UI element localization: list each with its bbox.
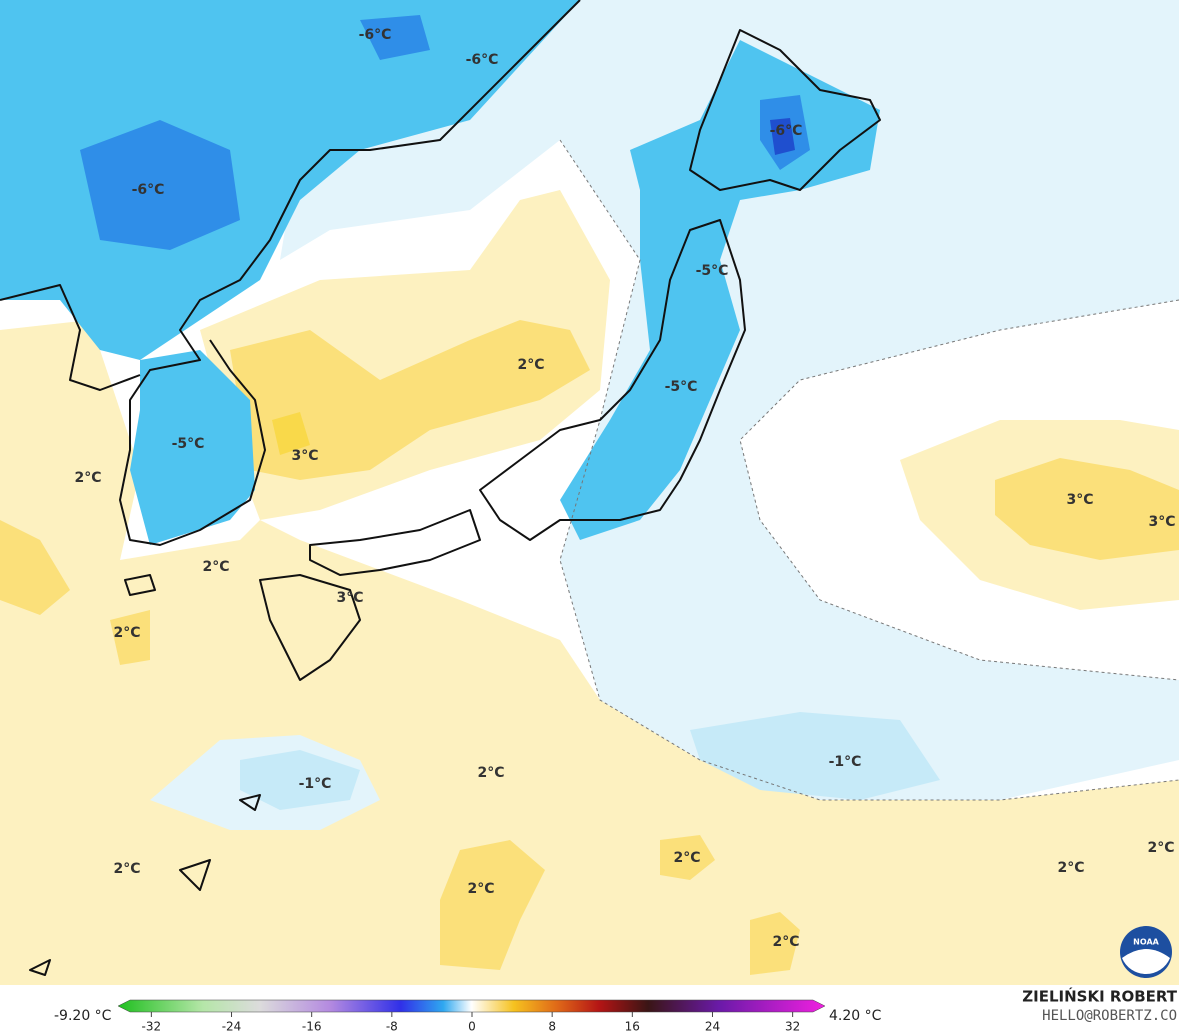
colorbar-tick-label: 32: [785, 1020, 800, 1034]
temperature-label: 2°C: [772, 934, 799, 950]
temperature-label: -6°C: [770, 123, 803, 139]
warm-area: [750, 912, 800, 975]
temperature-label: 2°C: [467, 881, 494, 897]
temperature-label: 2°C: [1147, 840, 1174, 856]
temperature-label: 3°C: [1148, 514, 1175, 530]
cold-core: [360, 15, 430, 60]
anomaly-fields: [0, 0, 1179, 985]
temperature-label: -5°C: [665, 379, 698, 395]
warm-area: [230, 320, 590, 480]
temperature-label: -1°C: [299, 776, 332, 792]
coastline: [124, 574, 156, 596]
coastline: [309, 509, 481, 576]
colorbar-min: -9.20 °C: [54, 1008, 112, 1024]
colorbar-tick-label: 16: [625, 1020, 640, 1034]
temperature-label: -1°C: [829, 754, 862, 770]
temperature-label: -6°C: [466, 52, 499, 68]
coastline: [119, 0, 581, 546]
colorbar-ticks: -32 -24 -16 -8 0 8 16 24 32: [142, 1012, 800, 1034]
cold-core: [770, 118, 795, 155]
coastline: [29, 794, 261, 976]
temperature-label: 2°C: [74, 470, 101, 486]
temperature-label: 2°C: [202, 559, 229, 575]
temperature-label: 2°C: [1057, 860, 1084, 876]
author: ZIELIŃSKI ROBERT: [1022, 987, 1177, 1006]
coastline: [0, 284, 141, 391]
temperature-label: -5°C: [696, 263, 729, 279]
cold-area: [560, 40, 880, 540]
cool-area: [280, 0, 1179, 800]
temperature-label: 2°C: [113, 861, 140, 877]
temperature-label: -6°C: [359, 27, 392, 43]
temperature-label: 3°C: [291, 448, 318, 464]
coastlines: [0, 0, 881, 976]
warm-area: [110, 610, 150, 665]
temperature-label: 3°C: [1066, 492, 1093, 508]
colorbar-tick-label: -32: [142, 1020, 162, 1034]
temperature-label: 2°C: [673, 850, 700, 866]
email: HELLO@ROBERTZ.CO: [1042, 1008, 1177, 1024]
coastline: [479, 219, 746, 541]
temperature-label: 2°C: [113, 625, 140, 641]
warm-core: [272, 412, 310, 455]
zero-contour: [559, 139, 1179, 801]
cool-area: [240, 750, 360, 810]
colorbar-tick-label: 24: [705, 1020, 720, 1034]
logo-text: NOAA: [1133, 938, 1159, 947]
warm-area: [440, 840, 545, 970]
temperature-label: 2°C: [477, 765, 504, 781]
warm-area: [995, 458, 1179, 560]
contours: [559, 139, 1179, 801]
colorbar-tick-label: -16: [302, 1020, 322, 1034]
coastline: [259, 574, 361, 681]
temperature-label: -5°C: [172, 436, 205, 452]
map-labels: -6°C -6°C -6°C -6°C -5°C 2°C -5°C -5°C 3°C 2°C 3°C…: [74, 27, 1175, 950]
colorbar-max: 4.20 °C: [829, 1008, 882, 1024]
temperature-label: -6°C: [132, 182, 165, 198]
colorbar: [117, 999, 826, 1013]
temperature-label: 3°C: [336, 590, 363, 606]
colorbar-tick-label: -8: [386, 1020, 398, 1034]
cold-core: [80, 120, 240, 250]
warm-area: [0, 520, 70, 615]
cool-area: [690, 712, 940, 800]
logo-wave: [1122, 949, 1170, 975]
coastline: [689, 29, 881, 191]
cold-area: [0, 0, 580, 360]
noaa-logo: NOAA: [1120, 926, 1172, 978]
colorbar-tick-label: 0: [468, 1020, 476, 1034]
colorbar-tick-label: -24: [222, 1020, 242, 1034]
warm-area: [660, 835, 715, 880]
colorbar-tick-label: 8: [548, 1020, 556, 1034]
cold-area: [130, 350, 255, 545]
temperature-label: 2°C: [517, 357, 544, 373]
